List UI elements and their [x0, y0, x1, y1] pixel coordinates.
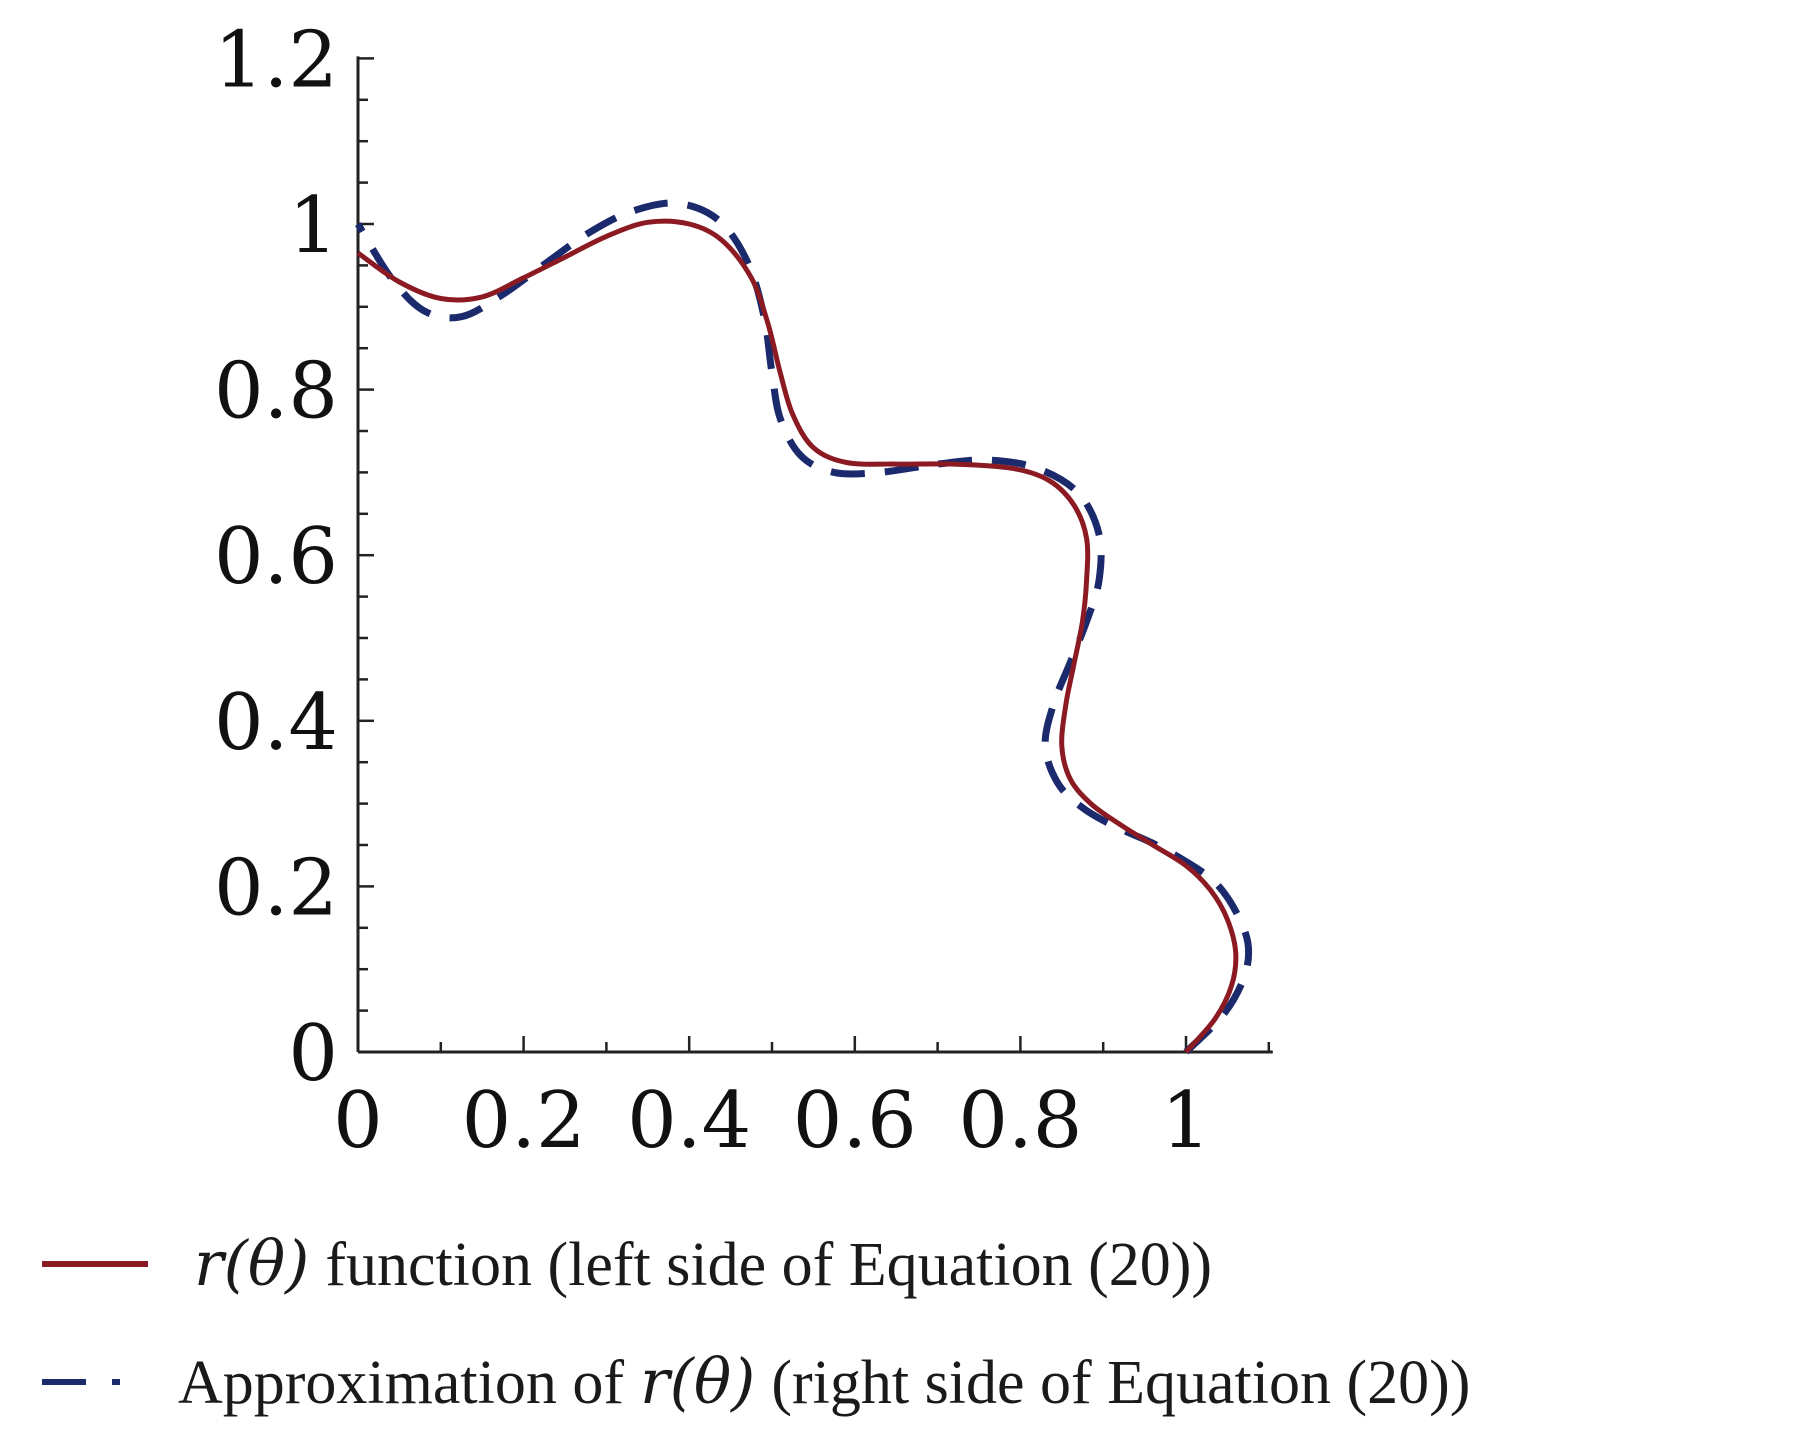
tick-labels: 0 0.2 0.4 0.6 0.8 1 0 0.2 0.4 0.6 0.8 1 1.2	[214, 15, 1211, 1166]
legend-entry-approximation: Approximation of r(θ) (right side of Equ…	[40, 1323, 1780, 1441]
y-tick-label: 0.2	[214, 843, 338, 933]
legend-swatch-dashed	[42, 1379, 148, 1385]
legend-entry-function: r(θ) function (left side of Equation (20…	[40, 1205, 1780, 1323]
x-tick-label: 0.8	[958, 1076, 1082, 1166]
x-tick-label: 0.6	[793, 1076, 917, 1166]
legend-math-r-theta: r(θ)	[640, 1345, 756, 1418]
y-tick-label: 1	[288, 181, 338, 271]
legend: r(θ) function (left side of Equation (20…	[40, 1205, 1780, 1441]
legend-label-approximation: Approximation of r(θ) (right side of Equ…	[178, 1345, 1470, 1419]
legend-math-r-theta: r(θ)	[194, 1227, 310, 1300]
series-function-line	[356, 218, 1239, 1054]
axes	[356, 56, 1273, 1054]
legend-label-prefix: Approximation of	[178, 1349, 624, 1417]
x-tick-label: 0	[333, 1076, 383, 1166]
legend-label-function: r(θ) function (left side of Equation (20…	[178, 1227, 1212, 1301]
legend-label-suffix: function (left side of Equation (20))	[325, 1231, 1213, 1299]
x-tick-label: 0.4	[627, 1076, 751, 1166]
legend-swatch-solid	[42, 1261, 148, 1267]
series-approximation-line	[355, 199, 1253, 1055]
y-tick-label: 0	[288, 1009, 338, 1099]
series-layer	[355, 199, 1253, 1055]
y-tick-label: 0.4	[214, 678, 338, 768]
y-tick-label: 0.6	[214, 512, 338, 602]
x-tick-label: 0.2	[462, 1076, 586, 1166]
x-tick-label: 1	[1161, 1076, 1211, 1166]
y-tick-label: 0.8	[214, 347, 338, 437]
legend-label-suffix: (right side of Equation (20))	[771, 1349, 1471, 1417]
y-tick-label: 1.2	[214, 15, 338, 105]
